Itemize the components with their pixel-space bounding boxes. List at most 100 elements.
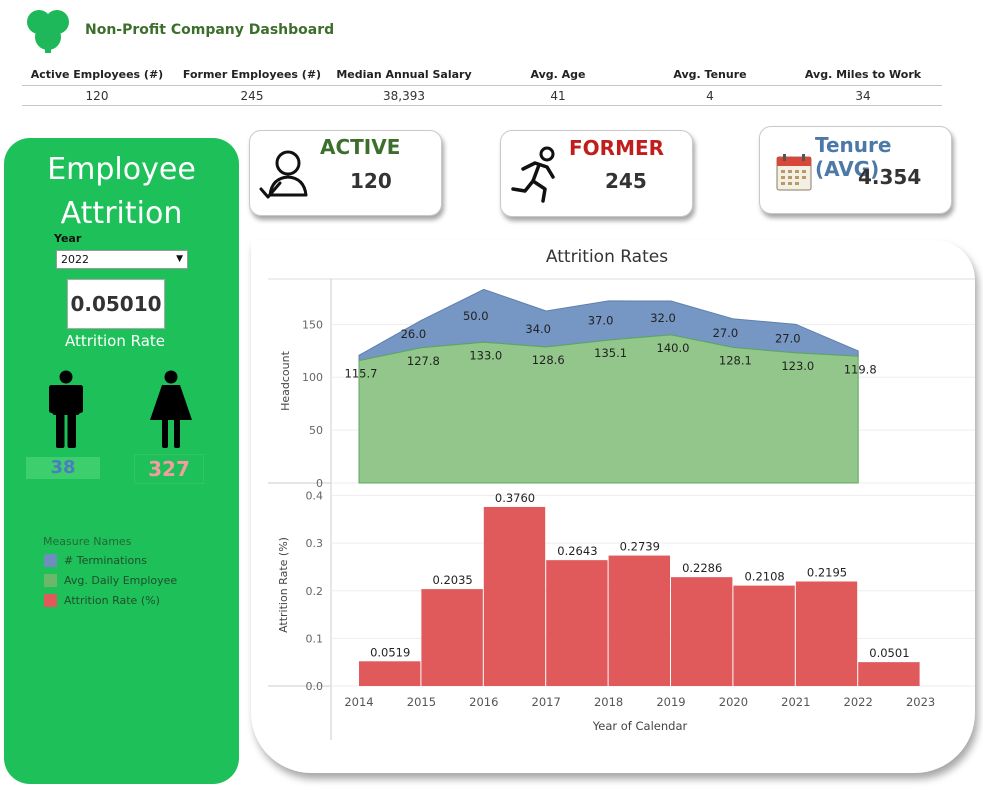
attrition-bar-label: 0.2286 [682,561,722,575]
female-count: 327 [134,454,204,484]
attrition-bar [733,585,795,686]
terminations-label: 32.0 [650,311,676,325]
attrition-bar-label: 0.0519 [370,645,410,659]
legend-item-attrition-rate[interactable]: Attrition Rate (%) [44,594,160,608]
year-tick-label: 2022 [844,695,873,709]
male-figure-icon [49,370,83,448]
attrition-bar-label: 0.2739 [620,540,660,554]
year-tick-label: 2023 [906,695,935,709]
terminations-label: 50.0 [463,309,489,323]
kpi-avg-miles: Avg. Miles to Work 34 [804,68,922,103]
legend-swatch [44,554,57,567]
daily-employee-label: 133.0 [469,348,502,362]
attrition-bar-label: 0.2195 [807,565,847,579]
attrition-chart-panel: Attrition Rates 0 50 100 150 Headcount 115.7 12… [251,240,975,773]
attrition-tick-label: 0.0 [306,680,324,693]
attrition-bar [795,581,858,686]
kpi-avg-tenure: Avg. Tenure 4 [673,68,747,103]
card-active: ACTIVE 120 [249,130,442,216]
kpi-bottom-line [22,105,942,106]
legend-swatch [44,594,57,607]
year-tick-label: 2021 [781,695,810,709]
daily-employee-label: 140.0 [657,341,690,355]
attrition-bar [483,506,546,686]
attrition-bar-label: 0.2643 [557,544,597,558]
trefoil-logo-icon [27,10,69,53]
headcount-tick-label: 100 [302,371,323,384]
year-filter-label: Year [54,232,82,245]
legend-item-terminations[interactable]: # Terminations [44,554,147,568]
kpi-former-employees: Former Employees (#) 245 [182,68,322,103]
legend-swatch [44,574,57,587]
attrition-tick-label: 0.3 [306,537,324,550]
attrition-bar-label: 0.0501 [869,646,909,660]
kpi-table: Active Employees (#) 120 Former Employee… [22,66,942,106]
attrition-tick-label: 0.1 [306,632,324,645]
card-tenure-value: 4.354 [858,165,922,189]
kpi-divider [22,85,942,86]
attrition-axis-label: Attrition Rate (%) [277,537,290,633]
card-tenure-label: Tenure (AVG) [815,133,892,181]
daily-employee-label: 115.7 [345,367,378,381]
chevron-down-icon: ▼ [176,254,183,264]
card-former: FORMER 245 [500,130,693,217]
daily-employee-label: 128.6 [532,353,565,367]
calendar-icon [776,154,812,191]
headcount-tick-label: 150 [302,318,323,331]
year-tick-label: 2015 [407,695,436,709]
female-figure-icon [150,370,192,448]
attrition-bar [858,662,920,686]
year-dropdown-value: 2022 [61,253,89,266]
terminations-label: 37.0 [588,314,614,328]
attrition-bar-label: 0.2108 [744,570,784,584]
panel-title: Employee Attrition [47,152,196,231]
card-tenure: Tenure (AVG) 4.354 [759,126,952,214]
headcount-tick-label: 50 [309,424,323,437]
terminations-label: 27.0 [713,326,739,340]
attrition-rate-value: 0.05010 [67,279,165,329]
attrition-rate-label: Attrition Rate [65,332,165,350]
legend-item-daily-employee[interactable]: Avg. Daily Employee [44,574,177,588]
attrition-tick-label: 0.4 [306,490,324,503]
attrition-chart: Attrition Rates 0 50 100 150 Headcount 115.7 12… [268,247,975,740]
attrition-bar-label: 0.3760 [495,491,535,505]
attrition-bar [359,661,421,686]
headcount-axis-label: Headcount [279,350,292,410]
daily-employee-label: 119.8 [844,362,877,376]
attrition-bar [671,577,733,686]
x-axis-label: Year of Calendar [592,719,688,733]
daily-employee-label: 123.0 [781,359,814,373]
terminations-label: 27.0 [775,332,801,346]
terminations-label: 34.0 [525,322,551,336]
daily-employee-label: 135.1 [594,346,627,360]
daily-employee-label: 128.1 [719,353,752,367]
running-man-icon [511,146,555,203]
legend-title: Measure Names [43,535,132,548]
card-active-label: ACTIVE [320,135,401,159]
year-tick-label: 2019 [656,695,685,709]
terminations-label: 26.0 [401,327,427,341]
attrition-tick-label: 0.2 [306,585,324,598]
attrition-bar [421,589,483,686]
attrition-bar-label: 0.2035 [432,573,472,587]
headcount-tick-label: 0 [316,477,323,490]
kpi-median-salary: Median Annual Salary 38,393 [336,68,472,103]
kpi-active-employees: Active Employees (#) 120 [30,68,164,103]
year-tick-label: 2016 [469,695,498,709]
attrition-bar [608,555,670,686]
dashboard-title: Non-Profit Company Dashboard [85,22,335,38]
chart-title: Attrition Rates [546,247,668,267]
daily-employee-label: 127.8 [407,354,440,368]
year-dropdown[interactable]: 2022 ▼ [56,250,188,269]
year-tick-label: 2017 [532,695,561,709]
attrition-bar [546,560,608,686]
card-active-value: 120 [350,169,392,193]
user-check-icon [259,150,308,199]
daily-employee-area [358,334,859,484]
year-tick-label: 2018 [594,695,623,709]
kpi-avg-age: Avg. Age 41 [530,68,586,103]
year-tick-label: 2014 [344,695,373,709]
card-former-label: FORMER [569,136,665,160]
year-tick-label: 2020 [719,695,748,709]
card-former-value: 245 [605,169,647,193]
